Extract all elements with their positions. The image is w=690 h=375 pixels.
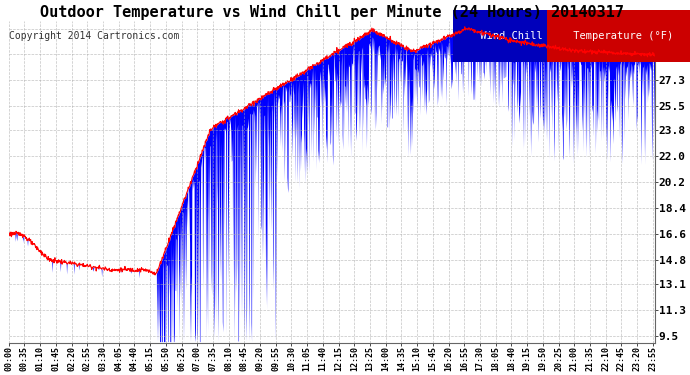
Title: Outdoor Temperature vs Wind Chill per Minute (24 Hours) 20140317: Outdoor Temperature vs Wind Chill per Mi… xyxy=(39,4,624,20)
Text: Wind Chill (°F): Wind Chill (°F) xyxy=(474,31,574,41)
Text: Temperature (°F): Temperature (°F) xyxy=(567,31,673,41)
Text: Copyright 2014 Cartronics.com: Copyright 2014 Cartronics.com xyxy=(9,31,179,41)
